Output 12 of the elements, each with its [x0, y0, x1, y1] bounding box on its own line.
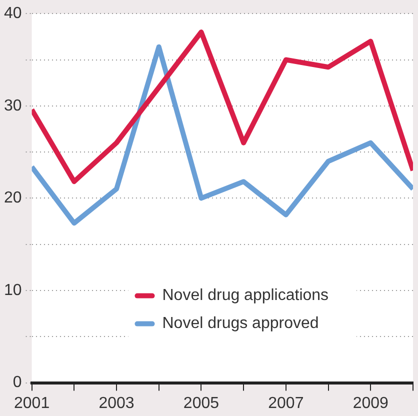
x-tick-label: 2009 [352, 394, 389, 412]
x-tick-label: 2003 [98, 394, 134, 412]
legend-label: Novel drugs approved [162, 315, 319, 332]
x-tick-label: 2001 [14, 394, 50, 412]
y-tick-label: 10 [4, 282, 22, 299]
legend-label: Novel drug applications [162, 287, 329, 304]
y-tick-label: 40 [4, 5, 22, 22]
x-tick-label: 2005 [183, 394, 220, 412]
y-tick-label: 20 [4, 190, 22, 207]
x-tick-label: 2007 [268, 394, 304, 412]
y-tick-label: 30 [4, 97, 22, 114]
y-tick-label: 0 [12, 374, 22, 392]
